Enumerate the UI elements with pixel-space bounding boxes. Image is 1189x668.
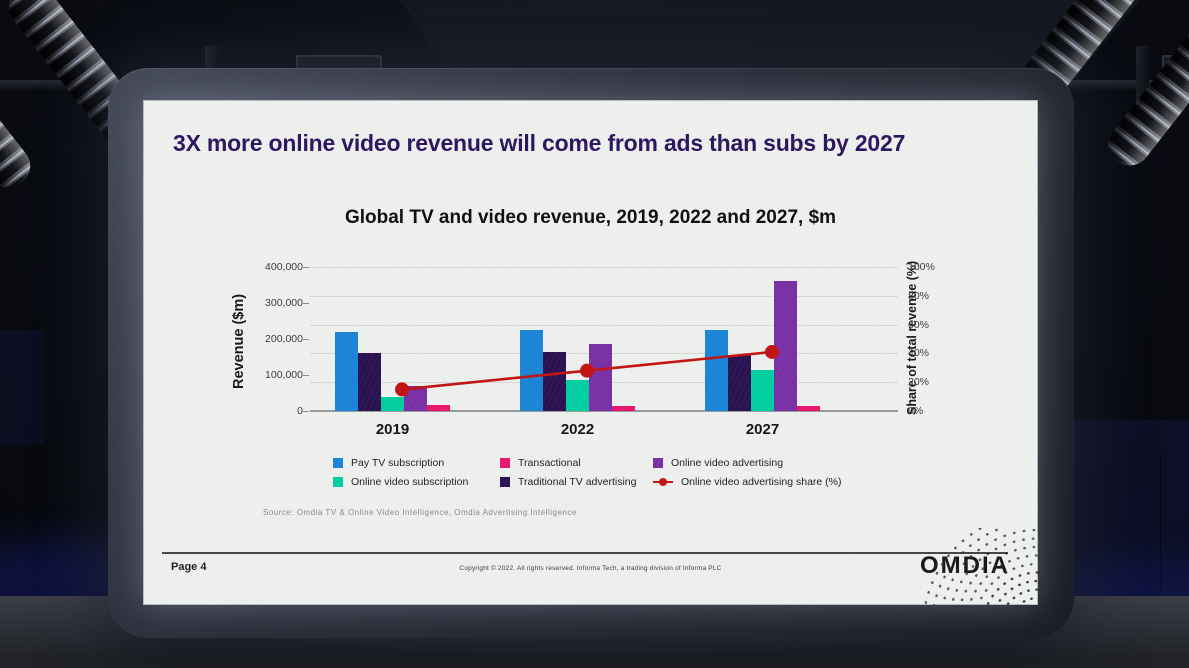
- legend-swatch: [653, 458, 663, 468]
- plot-area: [310, 267, 898, 412]
- y-left-tickmark: [303, 411, 309, 412]
- wall-panel-left: [0, 330, 44, 445]
- page-number: Page 4: [171, 561, 207, 573]
- share-dot-2022: [580, 363, 594, 378]
- cable-coil-right-edge: [1100, 14, 1189, 174]
- halftone-arc: [1005, 588, 1038, 605]
- y-right-tick: 40%: [908, 347, 930, 360]
- legend-item-online-video-advertising-share: Online video advertising share (%): [653, 476, 842, 488]
- slide-screen: 3X more online video revenue will come f…: [143, 100, 1038, 605]
- y-right-tick: 20%: [908, 376, 930, 389]
- footer-divider: [162, 552, 1008, 554]
- bar-transactional-2022: [612, 405, 635, 411]
- y-right-tick: 0%: [908, 405, 924, 417]
- source-note: Source: Omdia TV & Online Video Intellig…: [263, 508, 577, 517]
- gridline: [310, 324, 898, 326]
- bar-transactional-2019: [427, 404, 450, 411]
- gridline: [310, 295, 898, 297]
- y-left-tick: 0: [297, 405, 303, 417]
- bar-pay-tv-subscription-2022: [520, 330, 543, 411]
- bar-traditional-tv-advertising-2027: [728, 355, 751, 411]
- share-dot-2019: [395, 382, 409, 397]
- legend-item-online-video-subscription: Online video subscription: [333, 476, 500, 488]
- legend-label: Traditional TV advertising: [518, 476, 637, 488]
- share-line-plot: [395, 344, 779, 397]
- chart-legend: Pay TV subscription Transactional Online v…: [333, 457, 842, 488]
- share-dot-2027: [765, 344, 779, 359]
- x-category-2022: 2022: [560, 421, 595, 438]
- y-left-tick: 100,000: [265, 369, 303, 381]
- bar-online-video-advertising-2027: [774, 281, 797, 411]
- bar-pay-tv-subscription-2027: [705, 330, 728, 411]
- legend-label: Online video advertising share (%): [681, 476, 842, 488]
- bar-online-video-subscription-2022: [566, 380, 589, 411]
- legend-item-transactional: Transactional: [500, 457, 653, 469]
- bar-online-video-advertising-2019: [404, 385, 427, 411]
- bar-traditional-tv-advertising-2022: [543, 351, 566, 411]
- bar-transactional-2027: [797, 405, 820, 411]
- legend-line-dot-marker: [653, 478, 673, 486]
- legend-item-pay-tv-subscription: Pay TV subscription: [333, 457, 500, 469]
- x-category-2027: 2027: [745, 421, 780, 438]
- x-axis-baseline: [310, 410, 898, 412]
- y-axis-label-right: Share of total revenue (%): [905, 260, 919, 416]
- y-left-tickmark: [303, 267, 309, 268]
- slide-headline: 3X more online video revenue will come f…: [173, 130, 906, 156]
- y-left-tickmark: [303, 339, 309, 340]
- x-category-2019: 2019: [375, 421, 410, 438]
- gridline: [310, 267, 898, 268]
- legend-swatch: [500, 477, 510, 487]
- wall-panel-seam: [1160, 455, 1161, 645]
- y-left-tickmark: [303, 375, 309, 376]
- y-left-tick: 300,000: [265, 297, 303, 309]
- y-left-tickmark: [303, 303, 309, 304]
- bar-online-video-subscription-2027: [751, 369, 774, 411]
- y-left-tick: 400,000: [265, 261, 303, 273]
- copyright-text: Copyright © 2022. All rights reserved. I…: [459, 565, 722, 572]
- halftone-arc: [1016, 596, 1038, 605]
- legend-swatch: [333, 458, 343, 468]
- legend-label: Online video subscription: [351, 476, 469, 488]
- bar-pay-tv-subscription-2019: [335, 331, 358, 411]
- legend-item-traditional-tv-advertising: Traditional TV advertising: [500, 476, 653, 488]
- studio-display: 3X more online video revenue will come f…: [108, 68, 1074, 638]
- legend-label: Transactional: [518, 457, 581, 469]
- y-right-tick: 80%: [908, 289, 930, 302]
- y-right-tick: 100%: [908, 261, 935, 273]
- legend-swatch: [333, 477, 343, 487]
- legend-label: Online video advertising: [671, 457, 784, 469]
- omdia-logo: OMDIA: [920, 552, 1010, 579]
- cable-coil-left-edge: [0, 36, 39, 196]
- y-right-tick: 60%: [908, 318, 930, 331]
- legend-item-online-video-advertising: Online video advertising: [653, 457, 842, 469]
- chart-title: Global TV and video revenue, 2019, 2022 …: [344, 207, 837, 228]
- bar-online-video-advertising-2022: [589, 344, 612, 411]
- bar-traditional-tv-advertising-2019: [358, 353, 381, 411]
- legend-label: Pay TV subscription: [351, 457, 445, 469]
- legend-swatch: [500, 458, 510, 468]
- y-left-tick: 200,000: [265, 333, 303, 345]
- halftone-arc: [995, 579, 1038, 605]
- bar-online-video-subscription-2019: [381, 396, 404, 411]
